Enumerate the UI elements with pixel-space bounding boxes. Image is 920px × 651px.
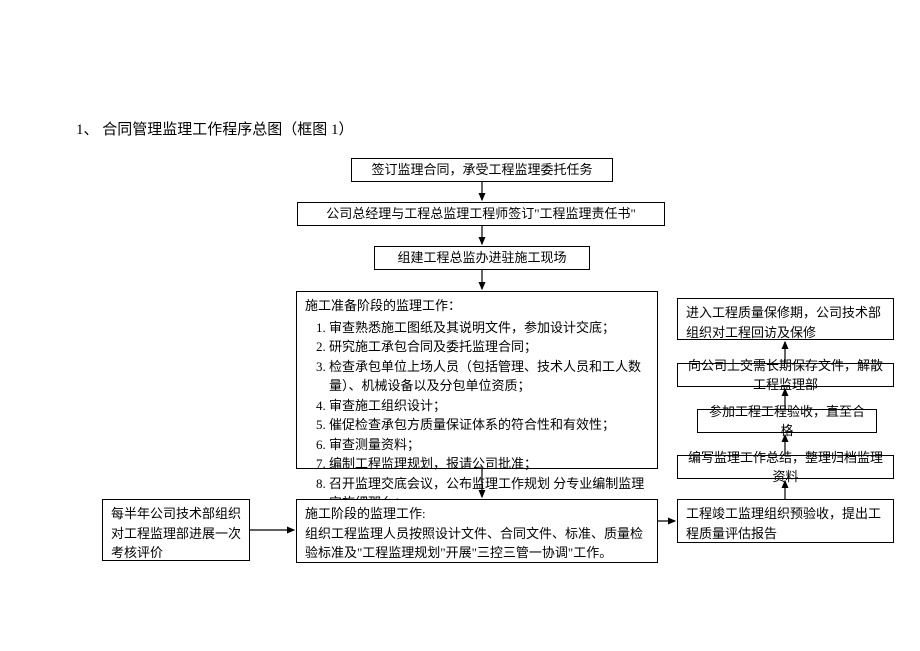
box-sign-responsibility: 公司总经理与工程总监理工程师签订"工程监理责任书": [297, 202, 665, 226]
prep-item: 检查承包单位上场人员（包括管理、技术人员和工人数量）、机械设备以及分包单位资质；: [329, 357, 649, 396]
prep-item: 编制工程监理规划，报请公司批准；: [329, 454, 649, 474]
prep-item: 催促检查承包方质量保证体系的符合性和有效性；: [329, 415, 649, 435]
prep-phase-title: 施工准备阶段的监理工作：: [305, 296, 649, 316]
page-title: 1、 合同管理监理工作程序总图（框图 1）: [76, 118, 354, 139]
box-establish-office: 组建工程总监办进驻施工现场: [374, 246, 590, 270]
prep-item: 审查测量资料；: [329, 435, 649, 455]
box-semiannual-review: 每半年公司技术部组织对工程监理部进展一次考核评价: [102, 499, 250, 561]
prep-phase-list: 审查熟悉施工图纸及其说明文件，参加设计交底； 研究施工承包合同及委托监理合同； …: [305, 318, 649, 513]
prep-item: 审查施工组织设计；: [329, 396, 649, 416]
prep-item: 审查熟悉施工图纸及其说明文件，参加设计交底；: [329, 318, 649, 338]
construction-phase-title: 施工阶段的监理工作:: [305, 504, 649, 524]
construction-phase-body: 组织工程监理人员按照设计文件、合同文件、标准、质量检验标准及"工程监理规划"开展…: [305, 524, 649, 563]
box-summary-archive: 编写监理工作总结，整理归档监理资料: [677, 455, 894, 479]
prep-item: 研究施工承包合同及委托监理合同；: [329, 337, 649, 357]
box-submit-disband: 向公司上交需长期保存文件，解散工程监理部: [677, 363, 894, 387]
box-preparation-phase: 施工准备阶段的监理工作： 审查熟悉施工图纸及其说明文件，参加设计交底； 研究施工…: [296, 291, 658, 469]
box-pre-acceptance: 工程竣工监理组织预验收，提出工程质量评估报告: [677, 499, 894, 543]
box-construction-phase: 施工阶段的监理工作: 组织工程监理人员按照设计文件、合同文件、标准、质量检验标准…: [296, 499, 658, 563]
box-acceptance: 参加工程工程验收，直至合格: [697, 409, 877, 433]
box-sign-contract: 签订监理合同，承受工程监理委托任务: [351, 158, 613, 182]
box-warranty-period: 进入工程质量保修期，公司技术部组织对工程回访及保修: [677, 298, 894, 340]
